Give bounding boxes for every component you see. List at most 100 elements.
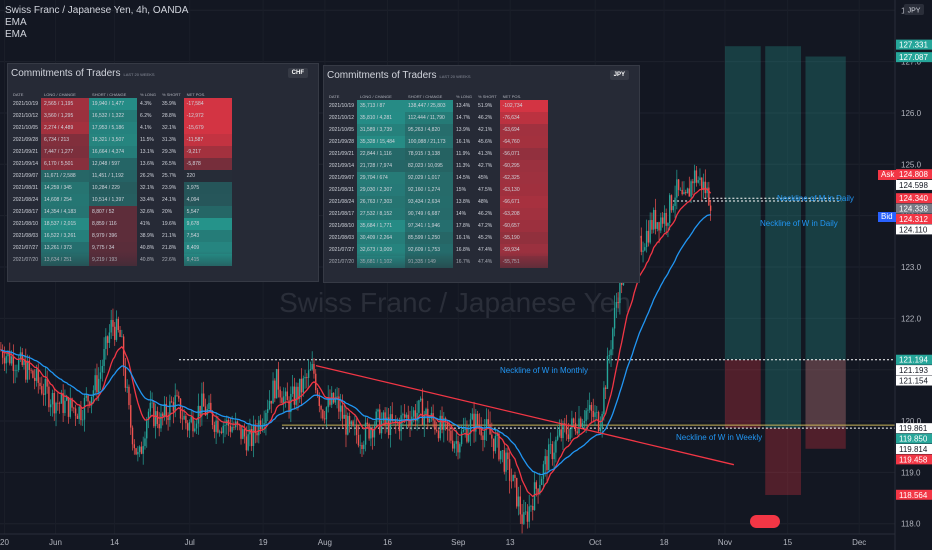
cot-cell: 92,160 / 1,274	[405, 184, 454, 196]
candle-body	[498, 433, 500, 460]
price-tag-value: 119.814	[899, 445, 928, 454]
cot-cell: 2021/09/28	[13, 137, 39, 143]
cot-cell: 9,678	[183, 218, 232, 230]
candle-body	[343, 414, 345, 419]
candle-body	[674, 197, 676, 206]
candle-body	[523, 512, 525, 524]
candle-body	[460, 431, 463, 445]
candle-body	[677, 179, 680, 190]
price-tag-value: 121.194	[899, 356, 928, 365]
trendlines[interactable]	[315, 364, 735, 466]
candle-body	[16, 370, 18, 371]
currency-select[interactable]: CHF	[287, 68, 308, 78]
candle-body	[558, 429, 561, 436]
chart-legend[interactable]: Swiss Franc / Japanese Yen, 4h, OANDA EM…	[5, 5, 188, 41]
candle-body	[12, 356, 15, 371]
cot-cell: 26.5%	[162, 161, 177, 167]
ema-line	[0, 187, 712, 498]
x-tick-label: Oct	[589, 538, 602, 547]
candle-body	[412, 410, 415, 417]
projection-box	[765, 46, 802, 429]
watermark: Swiss Franc / Japanese Yen	[279, 287, 631, 318]
candle-body	[194, 428, 196, 432]
price-tag	[896, 454, 932, 465]
cot-cell: 14%	[456, 211, 467, 217]
cot-cell: 2021/10/12	[13, 113, 39, 119]
candle-body	[345, 414, 347, 435]
cot-cell: 21.8%	[162, 245, 177, 251]
table-row: 2021/10/12 3,560 / 1,295 16,532 / 1,322 6.2…	[10, 110, 232, 122]
table-row: 2021/08/10 35,684 / 1,771 97,341 / 1,946 17…	[326, 220, 548, 232]
x-tick-label: Jun	[49, 538, 62, 547]
cot-cell: 31,589 / 3,739	[357, 124, 406, 136]
price-tag-value: 124.110	[899, 225, 928, 234]
candle-body	[553, 452, 555, 460]
currency-select[interactable]: JPY	[609, 70, 629, 80]
cot-cell: 8,807 / 52	[89, 206, 138, 218]
cot-cell: 31.3%	[162, 137, 177, 143]
candle-body	[670, 195, 673, 211]
price-tag	[896, 365, 932, 376]
cot-header-cell: LONG / CHANGE	[44, 91, 76, 97]
cot-table: DATE LONG / CHANGE SHORT / CHANGE % LONG % S…	[326, 92, 548, 268]
cot-cell: -60,295	[499, 160, 548, 172]
candle-body	[508, 459, 511, 481]
candle-body	[485, 419, 488, 430]
candle-body	[229, 425, 232, 432]
cot-cell: 3,560 / 1,295	[41, 110, 90, 122]
candle-body	[471, 413, 473, 420]
candle-body	[87, 395, 89, 402]
candle-body	[382, 412, 385, 421]
candle-body	[313, 363, 315, 374]
candle-body	[434, 420, 436, 430]
candle-body	[708, 187, 710, 206]
cot-cell: -15,679	[183, 122, 232, 134]
cot-cell: 92,029 / 1,017	[405, 172, 454, 184]
cot-cell: 47.4%	[478, 247, 493, 253]
cot-cell: 78,915 / 3,138	[405, 148, 454, 160]
cot-cell: 95,263 / 4,820	[405, 124, 454, 136]
price-tag-value: 121.193	[899, 366, 928, 375]
cot-cell: 2021/10/19	[329, 103, 355, 109]
candle-body	[96, 375, 98, 393]
ema-indicator-2[interactable]: EMA	[5, 29, 27, 40]
cot-cell: 8,859 / 116	[89, 218, 138, 230]
cot-cell: 2021/09/07	[13, 173, 39, 179]
candle-body	[663, 213, 666, 224]
cot-cell: 11.5%	[140, 137, 154, 143]
symbol-title[interactable]: Swiss Franc / Japanese Yen, 4h, OANDA	[5, 5, 189, 16]
candle-body	[33, 377, 36, 381]
candle-body	[316, 390, 319, 396]
tradingview-logo[interactable]	[750, 515, 780, 528]
cot-header-cell: % SHORT	[162, 91, 181, 97]
cot-cell: 14,354 / 4,183	[41, 206, 90, 218]
cot-cell: 2021/09/14	[13, 161, 39, 167]
candle-body	[231, 427, 233, 432]
cot-cell: 35.9%	[162, 101, 177, 107]
candle-body	[510, 480, 513, 482]
price-tag-value: 124.340	[899, 194, 928, 203]
candle-body	[197, 405, 200, 424]
cot-cell: 2021/08/31	[13, 185, 39, 191]
candle-body	[258, 420, 260, 436]
candle-body	[7, 351, 9, 357]
cot-cell: 41.3%	[478, 151, 493, 157]
ema-indicator-1[interactable]: EMA	[5, 17, 27, 28]
cot-cell: 40.8%	[140, 245, 155, 251]
candle-body	[5, 356, 7, 364]
candle-body	[60, 393, 63, 404]
currency-badge-bg[interactable]	[904, 4, 924, 15]
cot-cell: 45.6%	[478, 139, 493, 145]
cot-cell: 2021/09/07	[329, 175, 355, 181]
candle-body	[580, 418, 582, 428]
candle-body	[218, 431, 221, 433]
candle-body	[361, 444, 363, 450]
candle-body	[73, 407, 75, 409]
cot-cell: 29,030 / 2,307	[357, 184, 406, 196]
cot-cell: 4,094	[183, 194, 232, 206]
candle-body	[581, 422, 584, 428]
cot-cell: 10,284 / 229	[89, 182, 138, 194]
candle-body	[290, 393, 292, 413]
cot-cell: 16,664 / 4,374	[89, 146, 138, 158]
price-tag-value: 124.312	[899, 215, 928, 224]
